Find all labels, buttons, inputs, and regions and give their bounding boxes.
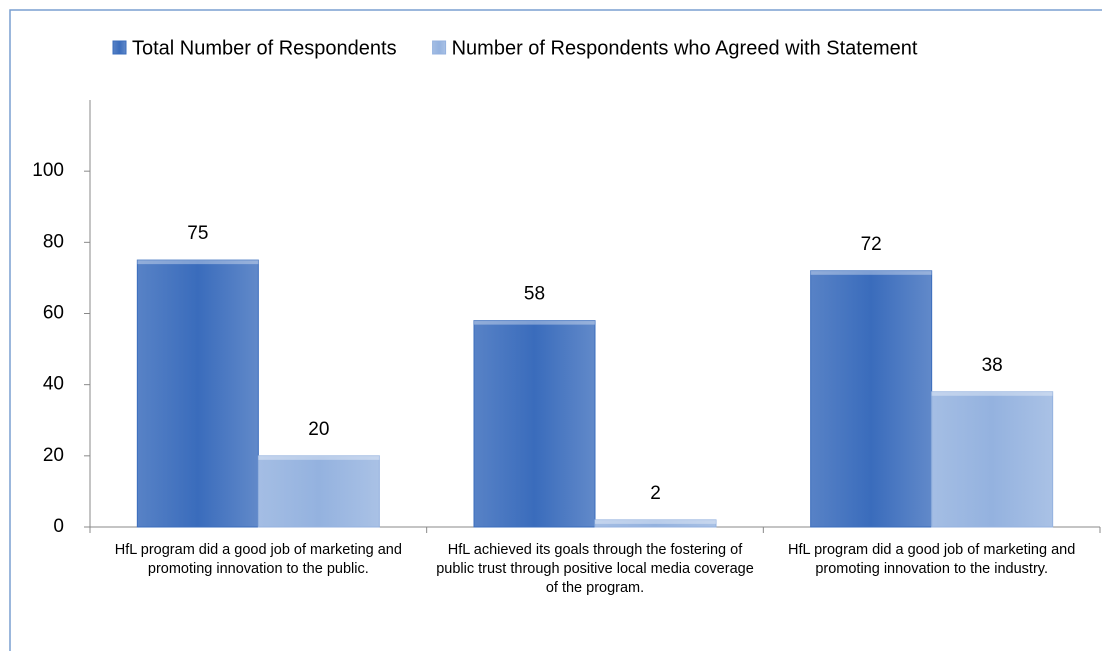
- value-label: 72: [861, 234, 882, 255]
- bar-highlight: [474, 320, 595, 325]
- chart-frame: [9, 9, 1102, 651]
- bar-highlight: [931, 391, 1053, 396]
- value-label: 2: [650, 483, 661, 504]
- value-label: 38: [982, 355, 1003, 376]
- bar-highlight: [258, 455, 380, 460]
- legend-swatch: [432, 40, 447, 55]
- bar: [931, 391, 1054, 528]
- y-tick-label: 100: [32, 160, 64, 181]
- x-tick-label: HfL program did a good job of marketing …: [114, 542, 402, 577]
- value-label: 20: [308, 419, 329, 440]
- bar: [473, 320, 596, 528]
- value-label: 58: [524, 284, 545, 305]
- y-tick-label: 20: [43, 445, 64, 466]
- y-tick-label: 0: [53, 516, 64, 537]
- bar-highlight: [137, 260, 259, 265]
- y-tick-label: 40: [43, 374, 64, 395]
- y-tick-label: 60: [43, 303, 64, 324]
- x-label-box: HfL program did a good job of marketing …: [114, 542, 402, 577]
- x-label-box: HfL program did a good job of marketing …: [788, 542, 1076, 577]
- bar: [136, 259, 259, 528]
- bar-highlight: [810, 270, 932, 275]
- y-tick-label: 80: [43, 231, 64, 252]
- x-tick-label: HfL achieved its goals through the foste…: [436, 542, 754, 596]
- bar-highlight: [595, 519, 716, 524]
- legend-label: Number of Respondents who Agreed with St…: [452, 37, 918, 59]
- x-tick-label: HfL program did a good job of marketing …: [788, 542, 1076, 577]
- legend-swatch: [112, 40, 127, 55]
- bar: [594, 519, 717, 528]
- legend-label: Total Number of Respondents: [132, 37, 397, 59]
- bar: [257, 455, 380, 528]
- value-label: 75: [187, 223, 208, 244]
- x-label-box: HfL achieved its goals through the foste…: [436, 542, 754, 596]
- bar: [810, 270, 933, 528]
